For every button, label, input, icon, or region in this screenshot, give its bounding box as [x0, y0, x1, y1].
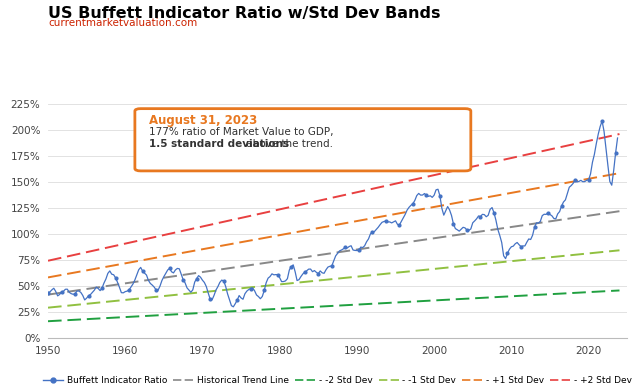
- Text: currentmarketvaluation.com: currentmarketvaluation.com: [48, 18, 197, 28]
- Text: August 31, 2023: August 31, 2023: [149, 114, 258, 126]
- Text: US Buffett Indicator Ratio w/Std Dev Bands: US Buffett Indicator Ratio w/Std Dev Ban…: [48, 6, 440, 21]
- Text: 177% ratio of Market Value to GDP,: 177% ratio of Market Value to GDP,: [149, 127, 334, 137]
- Text: above the trend.: above the trend.: [243, 139, 333, 149]
- Legend: Buffett Indicator Ratio, Historical Trend Line, - -2 Std Dev, - -1 Std Dev, - +1: Buffett Indicator Ratio, Historical Tren…: [40, 373, 636, 389]
- Text: 1.5 standard deviations: 1.5 standard deviations: [149, 139, 289, 149]
- FancyBboxPatch shape: [135, 109, 471, 171]
